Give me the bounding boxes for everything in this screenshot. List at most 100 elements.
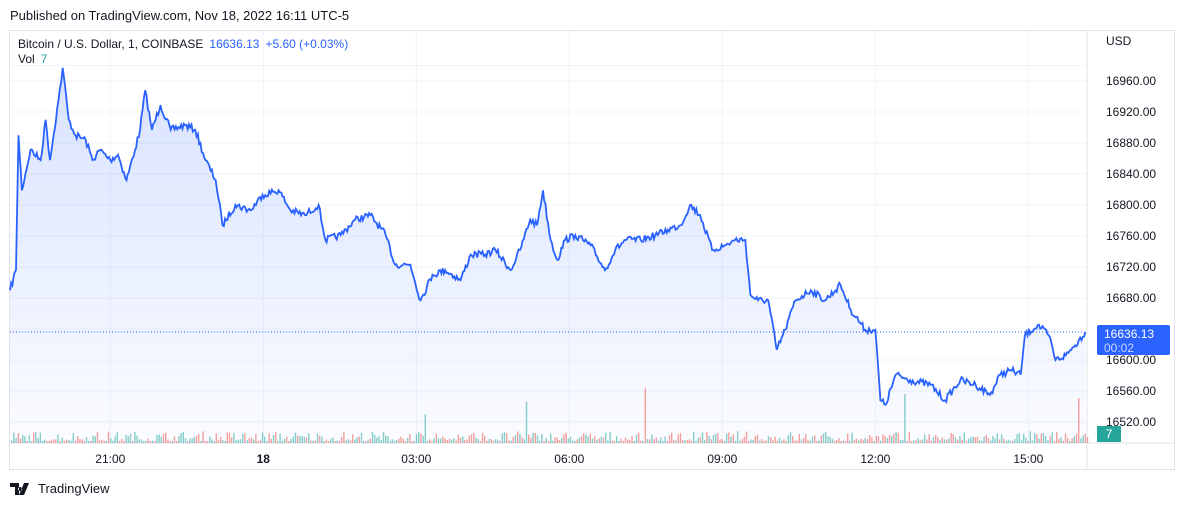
volume-bar (90, 440, 92, 443)
volume-bar (48, 440, 50, 443)
volume-bar (341, 436, 343, 443)
volume-bar (983, 436, 985, 443)
volume-bar (743, 436, 745, 443)
volume-bar (411, 440, 413, 443)
volume-bar (334, 440, 336, 443)
volume-bar (35, 431, 37, 443)
volume-bar (290, 439, 292, 443)
volume-bar (981, 440, 983, 443)
volume-bar (954, 437, 957, 443)
volume-bar (50, 439, 52, 443)
volume-bar (580, 436, 583, 443)
volume-bar (737, 431, 739, 443)
y-tick-label: 16840.00 (1106, 167, 1157, 181)
volume-bar (847, 433, 849, 443)
y-tick-label: 16920.00 (1106, 105, 1157, 119)
volume-bar (574, 440, 576, 443)
volume-bar (1009, 440, 1012, 443)
volume-bar (851, 432, 853, 443)
volume-bar (611, 440, 613, 443)
volume-bar (638, 432, 640, 443)
volume-bar (244, 433, 246, 443)
volume-bar (57, 434, 59, 443)
volume-bar (28, 435, 30, 443)
volume-bar (444, 438, 446, 443)
volume-bar (532, 432, 534, 443)
volume-bar (1003, 438, 1005, 443)
volume-bar (211, 439, 213, 443)
volume-bar (292, 436, 294, 443)
volume-bar (380, 439, 382, 443)
volume-bar (952, 434, 954, 443)
volume-bar (682, 440, 684, 443)
volume-bar (772, 440, 774, 443)
volume-bar (840, 440, 842, 443)
volume-bar (17, 432, 19, 443)
volume-bar (162, 434, 165, 443)
volume-bar (217, 439, 220, 443)
volume-bar (1051, 432, 1053, 443)
volume-bar (448, 438, 451, 443)
volume-bar (607, 440, 609, 443)
volume-bar (565, 432, 567, 443)
volume-bar (145, 440, 147, 443)
volume-bar (891, 436, 893, 443)
volume-bar (970, 437, 972, 443)
volume-bar (345, 440, 347, 443)
volume-bar (275, 431, 277, 443)
volume-bar (301, 435, 303, 443)
volume-bar (59, 440, 61, 443)
volume-bar (402, 438, 404, 443)
volume-bar (726, 433, 728, 443)
volume-bar (44, 439, 46, 443)
volume-bar (352, 434, 354, 443)
tradingview-logo[interactable]: TradingView (10, 481, 110, 496)
volume-bar (24, 436, 26, 443)
volume-bar (490, 439, 492, 443)
volume-bar (442, 436, 444, 443)
volume-bar (424, 414, 426, 443)
volume-bar (413, 440, 415, 443)
volume-bar (149, 440, 151, 443)
volume-bar (752, 440, 754, 443)
volume-bar (475, 437, 477, 443)
volume-bar (41, 440, 44, 443)
volume-bar (822, 433, 825, 443)
volume-bar (781, 440, 783, 443)
volume-bar (675, 440, 677, 443)
volume-bar (776, 440, 778, 443)
volume-bar (567, 438, 569, 443)
volume-bar (206, 440, 209, 443)
volume-bar (96, 432, 99, 443)
x-tick-label: 18 (256, 452, 270, 466)
volume-bar (798, 434, 800, 443)
volume-bar (393, 440, 396, 443)
volume-bar (74, 440, 77, 443)
volume-bar (884, 435, 886, 443)
volume-bar (459, 437, 462, 443)
volume-bar (734, 440, 737, 443)
volume-bar (717, 433, 719, 443)
volume-bar (974, 437, 976, 443)
volume-bar (968, 438, 970, 443)
volume-bar (937, 437, 939, 443)
volume-bar (939, 440, 941, 443)
volume-bar (651, 434, 653, 443)
volume-bar (932, 437, 935, 443)
volume-bar (646, 438, 649, 443)
volume-bar (110, 438, 112, 443)
volume-bar (299, 436, 301, 443)
volume-bar (114, 436, 116, 443)
volume-bar (684, 440, 686, 443)
volume-bar (816, 440, 818, 443)
volume-bar (976, 436, 979, 443)
volume-bar (602, 437, 605, 443)
volume-bar (169, 440, 171, 443)
volume-bar (750, 439, 752, 443)
volume-bar (827, 436, 829, 443)
volume-bar (620, 438, 622, 443)
volume-bar (66, 439, 68, 443)
volume-bar (479, 440, 481, 443)
volume-bar (202, 431, 204, 443)
